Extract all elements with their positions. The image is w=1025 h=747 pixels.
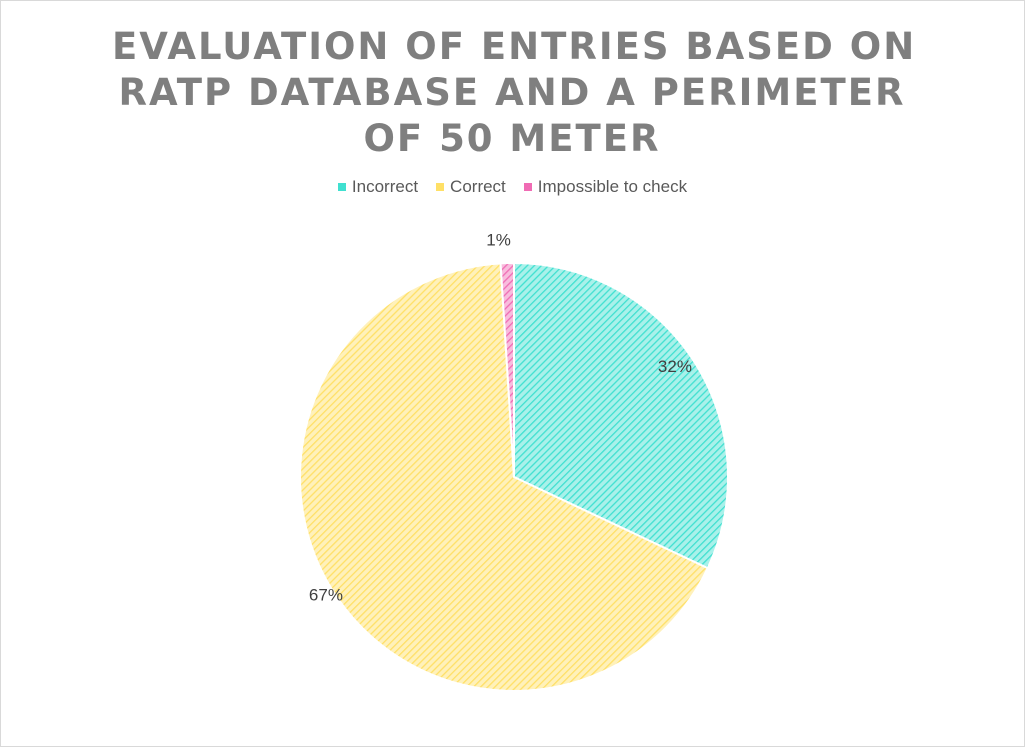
chart-title-line-1: EVALUATION OF ENTRIES BASED ON [112,25,917,68]
legend-item-impossible[interactable]: Impossible to check [523,177,688,197]
legend-label-incorrect: Incorrect [351,177,419,196]
legend-label-correct: Correct [450,177,506,196]
legend-swatch-correct [436,183,445,191]
legend-swatch-impossible [523,183,532,191]
data-label-incorrect: 32% [658,357,692,376]
pie-slice-correct[interactable] [299,262,709,692]
chart-title: EVALUATION OF ENTRIES BASED ON RATP DATA… [112,24,917,162]
pie-slice-impossible[interactable] [499,261,515,478]
pie-slice-incorrect[interactable] [513,261,729,570]
chart-title-line-2: RATP DATABASE AND A PERIMETER [118,71,906,114]
pie-data-labels: 32% 67% 1% [309,231,692,605]
legend-swatch-incorrect [337,183,346,191]
legend-item-incorrect[interactable]: Incorrect [337,177,419,197]
legend-item-correct[interactable]: Correct [436,177,506,197]
data-label-correct: 67% [309,585,343,604]
pie-slices [299,261,729,692]
data-label-impossible: 1% [486,231,511,250]
chart-legend: Incorrect Correct Impossible to check [0,177,1025,197]
chart-title-line-3: OF 50 METER [363,117,661,160]
legend-label-impossible: Impossible to check [537,177,688,196]
